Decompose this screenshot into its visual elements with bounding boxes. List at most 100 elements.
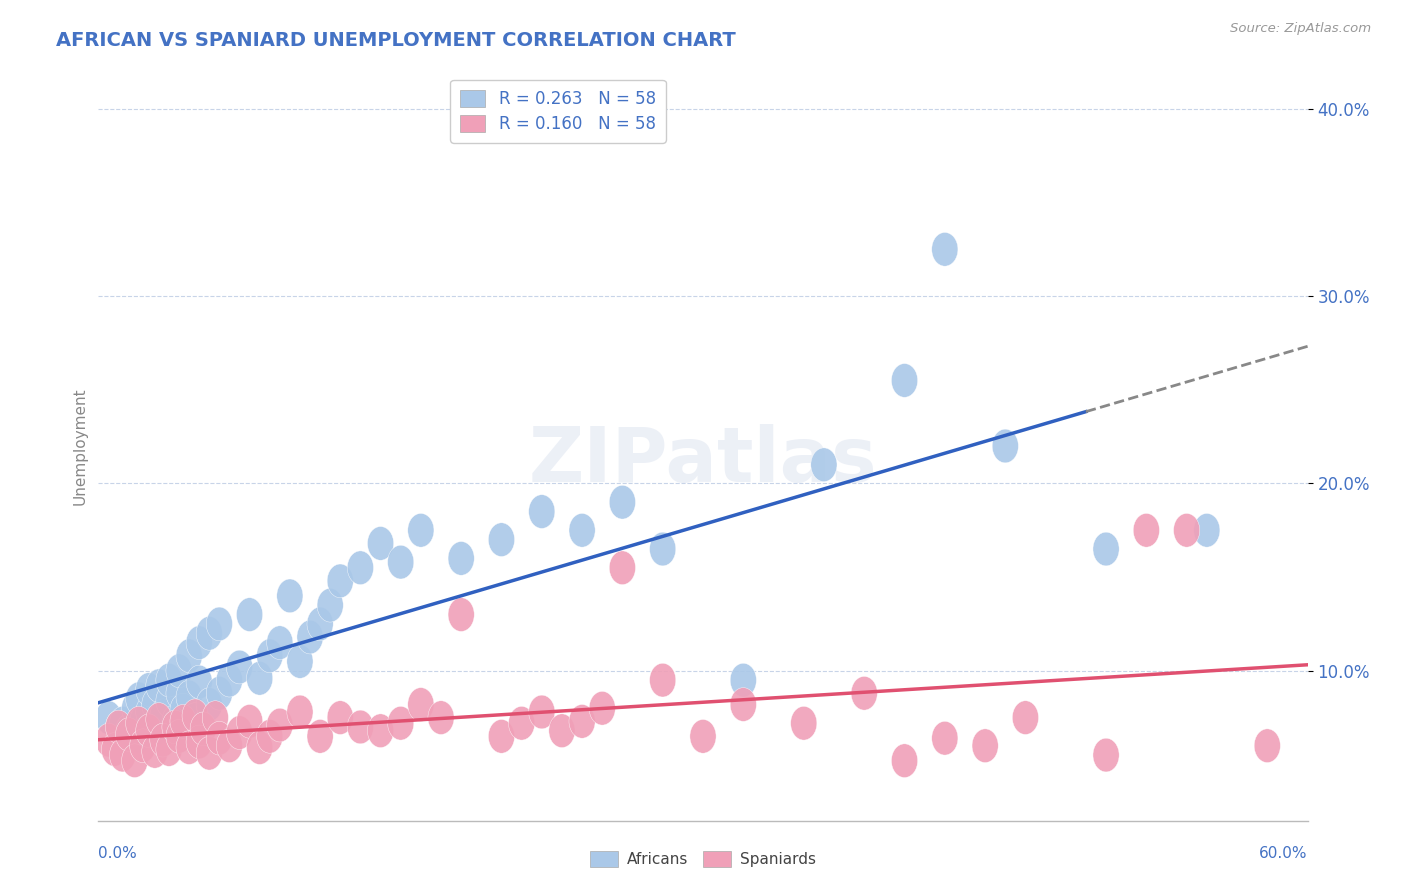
Ellipse shape — [932, 722, 957, 755]
Ellipse shape — [609, 551, 636, 584]
Ellipse shape — [202, 701, 228, 734]
Ellipse shape — [190, 712, 217, 746]
Text: 60.0%: 60.0% — [1260, 846, 1308, 861]
Ellipse shape — [509, 706, 534, 740]
Ellipse shape — [129, 705, 156, 739]
Ellipse shape — [811, 448, 837, 482]
Ellipse shape — [932, 233, 957, 266]
Ellipse shape — [197, 737, 222, 770]
Legend: Africans, Spaniards: Africans, Spaniards — [583, 845, 823, 873]
Ellipse shape — [287, 695, 314, 729]
Ellipse shape — [115, 714, 142, 747]
Ellipse shape — [569, 514, 595, 547]
Ellipse shape — [226, 650, 253, 684]
Ellipse shape — [217, 729, 242, 763]
Ellipse shape — [207, 607, 232, 640]
Ellipse shape — [166, 654, 193, 688]
Ellipse shape — [186, 725, 212, 759]
Ellipse shape — [1092, 533, 1119, 566]
Ellipse shape — [176, 731, 202, 764]
Ellipse shape — [529, 695, 555, 729]
Ellipse shape — [150, 723, 176, 757]
Ellipse shape — [121, 691, 148, 725]
Ellipse shape — [105, 710, 132, 744]
Y-axis label: Unemployment: Unemployment — [72, 387, 87, 505]
Ellipse shape — [1174, 514, 1199, 547]
Ellipse shape — [257, 720, 283, 753]
Ellipse shape — [297, 620, 323, 654]
Text: AFRICAN VS SPANIARD UNEMPLOYMENT CORRELATION CHART: AFRICAN VS SPANIARD UNEMPLOYMENT CORRELA… — [56, 31, 735, 50]
Ellipse shape — [730, 664, 756, 697]
Ellipse shape — [170, 705, 197, 739]
Ellipse shape — [1133, 514, 1160, 547]
Ellipse shape — [367, 526, 394, 560]
Ellipse shape — [207, 676, 232, 710]
Ellipse shape — [166, 720, 193, 753]
Ellipse shape — [609, 485, 636, 519]
Ellipse shape — [408, 688, 434, 722]
Ellipse shape — [136, 673, 162, 706]
Ellipse shape — [197, 688, 222, 722]
Ellipse shape — [488, 720, 515, 753]
Ellipse shape — [347, 710, 374, 744]
Ellipse shape — [529, 495, 555, 528]
Ellipse shape — [176, 681, 202, 714]
Ellipse shape — [287, 645, 314, 678]
Ellipse shape — [328, 564, 353, 598]
Ellipse shape — [328, 701, 353, 734]
Ellipse shape — [427, 701, 454, 734]
Ellipse shape — [136, 714, 162, 747]
Ellipse shape — [110, 739, 136, 772]
Ellipse shape — [125, 706, 152, 740]
Ellipse shape — [197, 616, 222, 650]
Ellipse shape — [690, 720, 716, 753]
Ellipse shape — [110, 706, 136, 740]
Ellipse shape — [142, 688, 167, 722]
Ellipse shape — [146, 703, 172, 737]
Ellipse shape — [105, 710, 132, 744]
Ellipse shape — [101, 732, 128, 766]
Ellipse shape — [1092, 739, 1119, 772]
Ellipse shape — [548, 714, 575, 747]
Ellipse shape — [650, 664, 676, 697]
Ellipse shape — [257, 639, 283, 673]
Ellipse shape — [150, 699, 176, 732]
Ellipse shape — [236, 705, 263, 739]
Text: 0.0%: 0.0% — [98, 846, 138, 861]
Ellipse shape — [115, 717, 142, 751]
Ellipse shape — [589, 691, 616, 725]
Ellipse shape — [170, 693, 197, 727]
Ellipse shape — [367, 714, 394, 747]
Ellipse shape — [136, 695, 162, 729]
Ellipse shape — [96, 701, 121, 734]
Ellipse shape — [121, 744, 148, 778]
Ellipse shape — [1194, 514, 1220, 547]
Ellipse shape — [851, 676, 877, 710]
Ellipse shape — [972, 729, 998, 763]
Ellipse shape — [730, 688, 756, 722]
Ellipse shape — [129, 729, 156, 763]
Ellipse shape — [1254, 729, 1281, 763]
Ellipse shape — [207, 722, 232, 755]
Text: Source: ZipAtlas.com: Source: ZipAtlas.com — [1230, 22, 1371, 36]
Ellipse shape — [181, 703, 208, 737]
Ellipse shape — [790, 706, 817, 740]
Ellipse shape — [246, 662, 273, 695]
Ellipse shape — [125, 720, 152, 753]
Ellipse shape — [993, 429, 1018, 463]
Ellipse shape — [166, 676, 193, 710]
Ellipse shape — [277, 579, 302, 613]
Ellipse shape — [569, 705, 595, 739]
Ellipse shape — [186, 626, 212, 659]
Ellipse shape — [347, 551, 374, 584]
Ellipse shape — [236, 598, 263, 632]
Ellipse shape — [307, 607, 333, 640]
Ellipse shape — [186, 665, 212, 699]
Ellipse shape — [267, 626, 292, 659]
Ellipse shape — [156, 684, 181, 718]
Ellipse shape — [891, 364, 918, 397]
Ellipse shape — [388, 706, 413, 740]
Ellipse shape — [96, 723, 121, 757]
Ellipse shape — [156, 664, 181, 697]
Ellipse shape — [1012, 701, 1039, 734]
